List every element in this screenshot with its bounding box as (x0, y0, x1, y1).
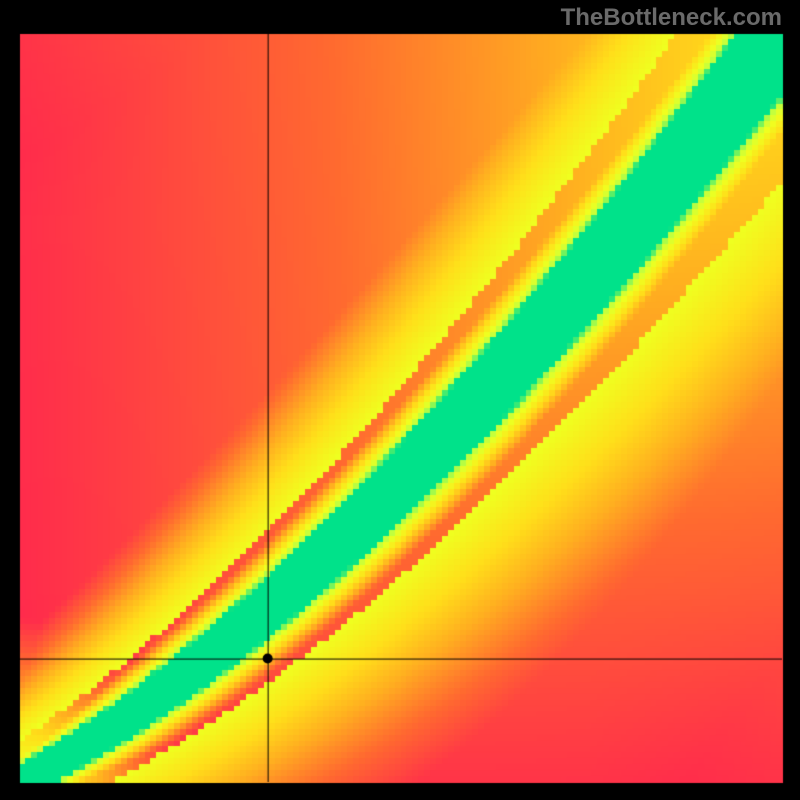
bottleneck-heatmap (0, 0, 800, 800)
watermark-text: TheBottleneck.com (561, 4, 782, 32)
heatmap-canvas (0, 0, 800, 800)
